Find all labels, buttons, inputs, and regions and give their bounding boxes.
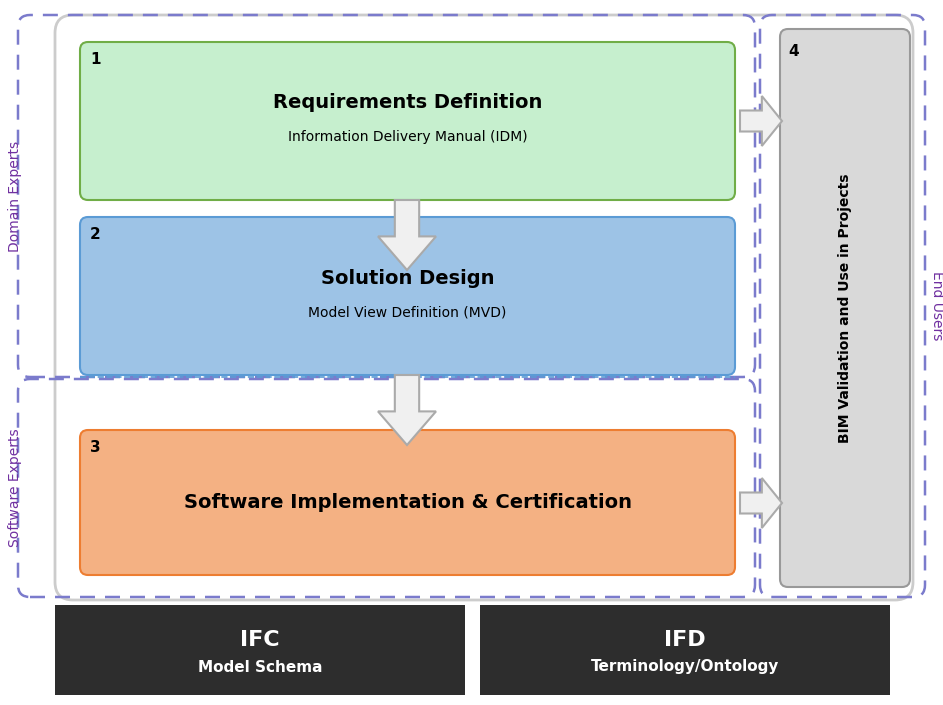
Text: Terminology/Ontology: Terminology/Ontology — [591, 659, 779, 675]
Text: Domain Experts: Domain Experts — [8, 140, 22, 252]
Text: Model View Definition (MVD): Model View Definition (MVD) — [308, 305, 506, 319]
Text: End Users: End Users — [930, 271, 943, 341]
FancyBboxPatch shape — [80, 430, 735, 575]
Polygon shape — [378, 200, 436, 270]
Text: Model Schema: Model Schema — [198, 659, 323, 675]
Text: IFD: IFD — [664, 630, 705, 650]
FancyBboxPatch shape — [780, 29, 910, 587]
Text: BIM Validation and Use in Projects: BIM Validation and Use in Projects — [838, 173, 852, 443]
FancyBboxPatch shape — [55, 15, 913, 600]
Text: Software Implementation & Certification: Software Implementation & Certification — [184, 493, 632, 512]
FancyBboxPatch shape — [80, 217, 735, 375]
Text: 1: 1 — [90, 52, 101, 67]
Polygon shape — [740, 478, 782, 528]
Bar — [480, 605, 890, 695]
Polygon shape — [740, 96, 782, 146]
Polygon shape — [378, 375, 436, 445]
Text: Requirements Definition: Requirements Definition — [273, 94, 542, 113]
Text: Solution Design: Solution Design — [321, 269, 494, 288]
Text: IFC: IFC — [240, 630, 280, 650]
Bar — [55, 605, 465, 695]
Text: 3: 3 — [90, 440, 101, 455]
Text: 4: 4 — [788, 44, 799, 59]
FancyBboxPatch shape — [80, 42, 735, 200]
Text: 2: 2 — [90, 227, 101, 242]
Text: Information Delivery Manual (IDM): Information Delivery Manual (IDM) — [288, 130, 527, 144]
Text: Software Experts: Software Experts — [8, 429, 22, 547]
